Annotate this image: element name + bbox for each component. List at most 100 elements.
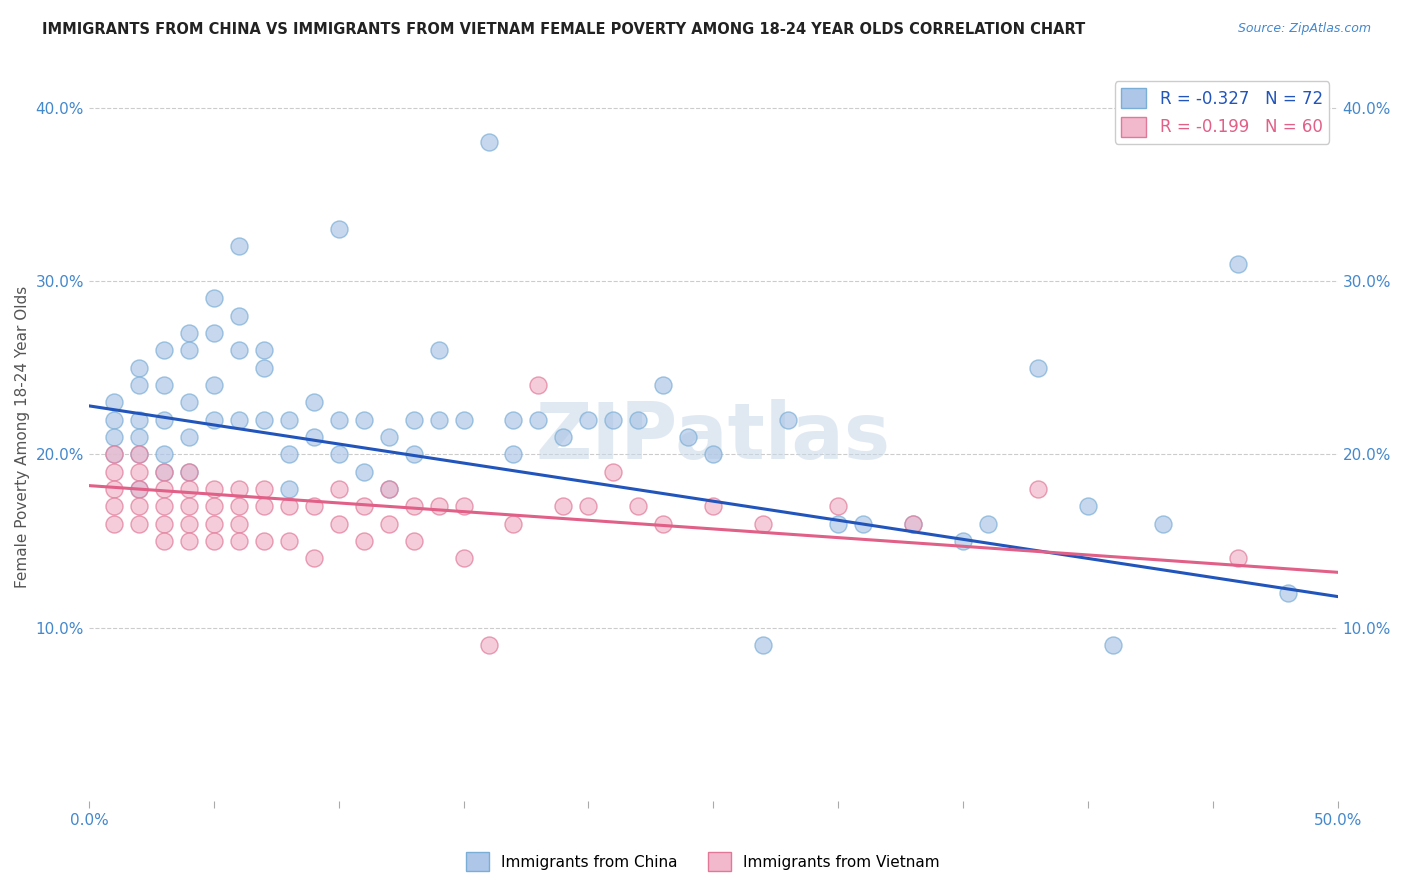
Point bbox=[752, 516, 775, 531]
Point bbox=[177, 430, 200, 444]
Point bbox=[228, 482, 250, 496]
Point bbox=[153, 482, 176, 496]
Point bbox=[328, 447, 350, 461]
Point bbox=[177, 326, 200, 340]
Point bbox=[228, 343, 250, 358]
Point bbox=[128, 516, 150, 531]
Point bbox=[377, 482, 399, 496]
Point bbox=[177, 534, 200, 549]
Point bbox=[128, 378, 150, 392]
Point bbox=[652, 516, 675, 531]
Point bbox=[128, 447, 150, 461]
Point bbox=[228, 309, 250, 323]
Point bbox=[1102, 638, 1125, 652]
Point bbox=[277, 534, 299, 549]
Point bbox=[477, 638, 499, 652]
Point bbox=[752, 638, 775, 652]
Point bbox=[302, 430, 325, 444]
Point bbox=[1026, 482, 1049, 496]
Point bbox=[202, 326, 225, 340]
Point bbox=[576, 500, 599, 514]
Point bbox=[253, 360, 276, 375]
Point bbox=[778, 413, 800, 427]
Point bbox=[128, 413, 150, 427]
Point bbox=[827, 500, 849, 514]
Point bbox=[128, 430, 150, 444]
Point bbox=[402, 413, 425, 427]
Point bbox=[527, 413, 550, 427]
Point bbox=[253, 534, 276, 549]
Point bbox=[202, 378, 225, 392]
Point bbox=[328, 516, 350, 531]
Point bbox=[328, 482, 350, 496]
Point bbox=[952, 534, 974, 549]
Point bbox=[477, 136, 499, 150]
Point bbox=[353, 500, 375, 514]
Point bbox=[453, 551, 475, 566]
Point bbox=[302, 551, 325, 566]
Point bbox=[153, 343, 176, 358]
Point bbox=[427, 413, 450, 427]
Point bbox=[377, 482, 399, 496]
Point bbox=[678, 430, 700, 444]
Point bbox=[228, 413, 250, 427]
Point bbox=[153, 465, 176, 479]
Point bbox=[153, 447, 176, 461]
Point bbox=[1277, 586, 1299, 600]
Point bbox=[302, 500, 325, 514]
Y-axis label: Female Poverty Among 18-24 Year Olds: Female Poverty Among 18-24 Year Olds bbox=[15, 286, 30, 588]
Point bbox=[627, 500, 650, 514]
Point bbox=[177, 500, 200, 514]
Text: IMMIGRANTS FROM CHINA VS IMMIGRANTS FROM VIETNAM FEMALE POVERTY AMONG 18-24 YEAR: IMMIGRANTS FROM CHINA VS IMMIGRANTS FROM… bbox=[42, 22, 1085, 37]
Point bbox=[402, 500, 425, 514]
Point bbox=[377, 430, 399, 444]
Point bbox=[153, 413, 176, 427]
Point bbox=[901, 516, 924, 531]
Point bbox=[353, 465, 375, 479]
Point bbox=[453, 413, 475, 427]
Point bbox=[702, 447, 724, 461]
Point bbox=[277, 447, 299, 461]
Point bbox=[153, 516, 176, 531]
Point bbox=[502, 413, 524, 427]
Point bbox=[253, 482, 276, 496]
Point bbox=[1226, 257, 1249, 271]
Point bbox=[128, 447, 150, 461]
Point bbox=[202, 413, 225, 427]
Point bbox=[328, 222, 350, 236]
Point bbox=[377, 516, 399, 531]
Point bbox=[553, 430, 575, 444]
Point bbox=[128, 360, 150, 375]
Point bbox=[228, 534, 250, 549]
Point bbox=[153, 378, 176, 392]
Point bbox=[1152, 516, 1174, 531]
Point bbox=[1226, 551, 1249, 566]
Point bbox=[202, 291, 225, 305]
Legend: Immigrants from China, Immigrants from Vietnam: Immigrants from China, Immigrants from V… bbox=[460, 847, 946, 877]
Point bbox=[502, 516, 524, 531]
Point bbox=[202, 516, 225, 531]
Point bbox=[453, 500, 475, 514]
Point bbox=[228, 516, 250, 531]
Point bbox=[427, 343, 450, 358]
Point bbox=[103, 413, 125, 427]
Point bbox=[353, 413, 375, 427]
Text: Source: ZipAtlas.com: Source: ZipAtlas.com bbox=[1237, 22, 1371, 36]
Point bbox=[202, 534, 225, 549]
Point bbox=[901, 516, 924, 531]
Point bbox=[353, 534, 375, 549]
Point bbox=[652, 378, 675, 392]
Legend: R = -0.327   N = 72, R = -0.199   N = 60: R = -0.327 N = 72, R = -0.199 N = 60 bbox=[1115, 81, 1329, 144]
Point bbox=[1026, 360, 1049, 375]
Point bbox=[177, 465, 200, 479]
Point bbox=[153, 534, 176, 549]
Point bbox=[402, 534, 425, 549]
Point bbox=[253, 343, 276, 358]
Point bbox=[627, 413, 650, 427]
Point bbox=[527, 378, 550, 392]
Point bbox=[177, 465, 200, 479]
Point bbox=[977, 516, 1000, 531]
Point bbox=[177, 482, 200, 496]
Point bbox=[153, 500, 176, 514]
Point bbox=[128, 482, 150, 496]
